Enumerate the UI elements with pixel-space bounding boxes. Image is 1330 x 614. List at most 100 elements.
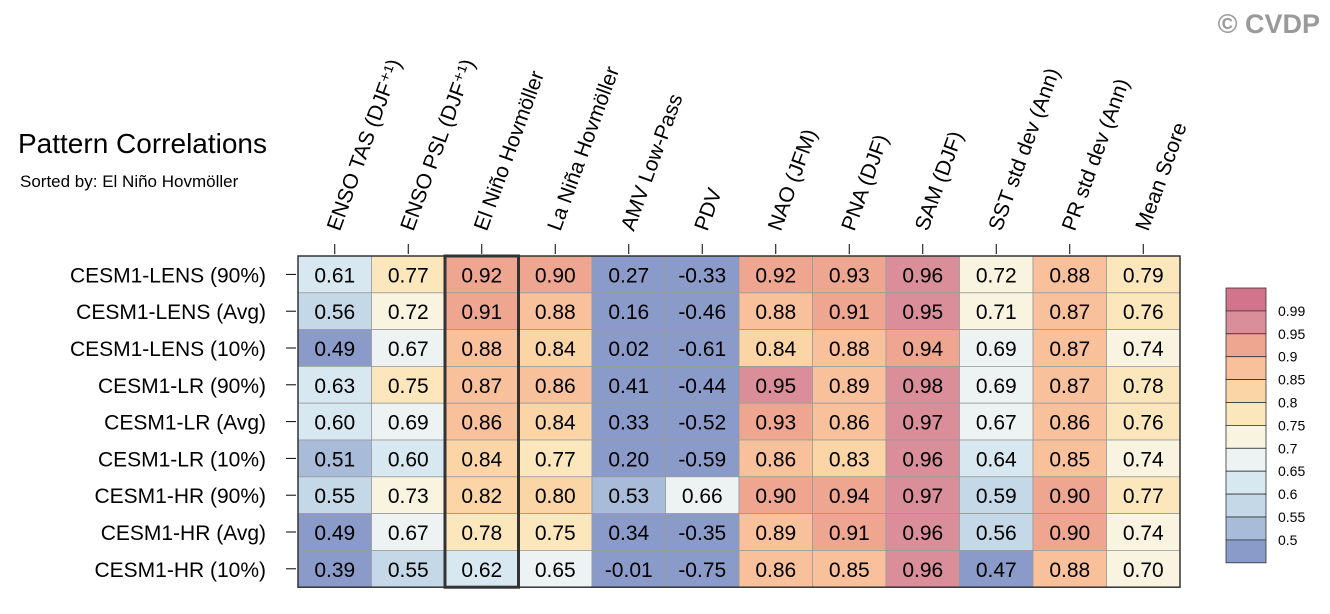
heatmap-cell	[665, 329, 740, 367]
heatmap-cell	[591, 439, 666, 478]
cell-value: 0.69	[976, 375, 1017, 398]
cell-value: -0.44	[678, 375, 726, 398]
cell-value: 0.84	[461, 448, 502, 471]
cell-value: -0.75	[678, 559, 726, 582]
cell-value: 0.16	[608, 301, 649, 324]
column-label: SST std dev (Ann)	[984, 65, 1064, 234]
cell-value: 0.87	[461, 375, 502, 398]
cell-value: 0.74	[1123, 338, 1164, 361]
cell-value: 0.72	[388, 301, 429, 324]
heatmap-cell	[665, 365, 740, 404]
heatmap-cell	[518, 476, 593, 514]
cell-value: 0.69	[388, 412, 429, 435]
heatmap-cell	[812, 402, 887, 441]
cell-value: 0.94	[902, 338, 943, 361]
heatmap-cell	[591, 365, 666, 404]
column-label: ENSO TAS (DJF⁺¹)	[323, 56, 406, 234]
heatmap-cell	[1032, 513, 1107, 551]
legend-swatch	[1225, 539, 1267, 564]
cell-value: 0.98	[902, 375, 943, 398]
column-label: El Niño Hovmöller	[470, 68, 549, 234]
cell-value: 0.55	[388, 559, 429, 582]
heatmap-cell	[738, 476, 813, 514]
column-label: Mean Score	[1131, 119, 1191, 233]
cell-value: 0.69	[976, 338, 1017, 361]
cell-value: 0.67	[388, 522, 429, 545]
cell-value: 0.84	[535, 338, 576, 361]
heatmap-cell	[444, 439, 519, 478]
heatmap-cell	[1106, 329, 1181, 367]
heatmap-cell	[959, 365, 1034, 404]
cell-value: 0.92	[461, 264, 502, 287]
heatmap-cell	[885, 255, 960, 294]
legend-swatch	[1225, 402, 1267, 426]
cell-value: 0.96	[902, 522, 943, 545]
legend-tick-label: 0.55	[1278, 509, 1305, 525]
heatmap-cell	[738, 365, 813, 404]
column-label: PR std dev (Ann)	[1058, 76, 1134, 234]
chart-subtitle: Sorted by: El Niño Hovmöller	[20, 172, 239, 191]
heatmap-cell	[665, 513, 740, 551]
cell-value: 0.74	[1123, 448, 1164, 471]
cell-value: 0.86	[461, 412, 502, 435]
cell-value: 0.27	[608, 264, 649, 287]
column-label: PNA (DJF)	[837, 132, 893, 234]
heatmap-cell	[665, 550, 740, 588]
cell-value: 0.60	[388, 448, 429, 471]
heatmap-cell	[959, 439, 1034, 478]
legend-tick-label: 0.95	[1278, 326, 1305, 342]
legend-swatch	[1225, 493, 1267, 518]
cell-value: 0.77	[388, 264, 429, 287]
legend-swatch	[1225, 333, 1267, 358]
cell-value: -0.61	[678, 338, 726, 361]
cell-value: 0.86	[755, 448, 796, 471]
cell-value: 0.74	[1123, 522, 1164, 545]
cell-value: 0.96	[902, 559, 943, 582]
heatmap-cell	[1106, 365, 1181, 404]
heatmap-cell	[518, 365, 593, 404]
cell-value: 0.86	[755, 559, 796, 582]
heatmap-cell	[812, 513, 887, 551]
cell-value: 0.79	[1123, 264, 1164, 287]
row-label: CESM1-LR (Avg)	[104, 412, 266, 435]
heatmap-cell	[665, 292, 740, 330]
heatmap-cell	[444, 513, 519, 551]
cell-value: 0.53	[608, 485, 649, 508]
cell-value: -0.59	[678, 448, 726, 471]
cell-value: 0.87	[1049, 301, 1090, 324]
legend-swatch	[1225, 287, 1267, 312]
heatmap-cell	[371, 329, 446, 367]
heatmap-cell	[1106, 550, 1181, 588]
legend-swatch	[1225, 356, 1267, 381]
cell-value: 0.77	[535, 448, 576, 471]
heatmap-cell	[738, 402, 813, 441]
cell-value: 0.59	[976, 485, 1017, 508]
heatmap-cell	[444, 292, 519, 330]
heatmap-frame	[297, 255, 1181, 588]
heatmap-cell	[1032, 439, 1107, 478]
heatmap-cell	[297, 365, 372, 404]
column-label: NAO (JFM)	[764, 126, 822, 234]
cell-value: 0.64	[976, 448, 1017, 471]
row-label: CESM1-HR (10%)	[94, 559, 266, 582]
cell-value: 0.93	[829, 264, 870, 287]
cell-value: -0.46	[678, 301, 726, 324]
cell-value: 0.95	[755, 375, 796, 398]
cell-value: 0.76	[1123, 301, 1164, 324]
heatmap-cell	[665, 476, 740, 514]
heatmap-cell	[518, 292, 593, 330]
legend-swatch	[1225, 516, 1267, 541]
cell-value: 0.84	[535, 412, 576, 435]
chart-title: Pattern Correlations	[18, 128, 267, 159]
cell-value: 0.90	[1049, 485, 1090, 508]
heatmap-cell	[1032, 476, 1107, 514]
cell-value: 0.88	[1049, 264, 1090, 287]
cell-value: 0.80	[535, 485, 576, 508]
heatmap-cell	[812, 292, 887, 330]
cell-value: 0.93	[755, 412, 796, 435]
cell-value: 0.89	[829, 375, 870, 398]
legend-tick-label: 0.6	[1278, 486, 1298, 502]
legend-tick-label: 0.7	[1278, 440, 1298, 456]
row-label: CESM1-HR (90%)	[94, 485, 266, 508]
heatmap-cell	[812, 550, 887, 588]
